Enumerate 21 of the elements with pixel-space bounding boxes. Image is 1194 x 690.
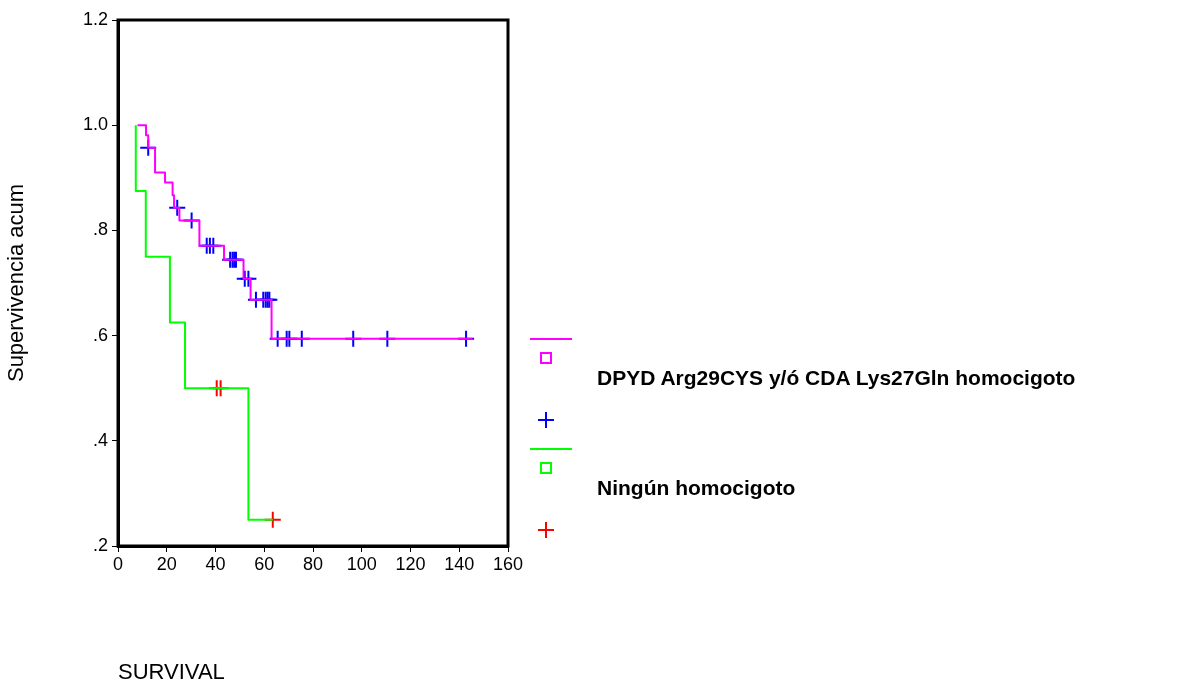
x-tick-label: 80 bbox=[302, 553, 324, 574]
point bbox=[168, 198, 187, 217]
x-tick-label: 20 bbox=[156, 553, 177, 574]
y-tick-label: .2 bbox=[92, 534, 108, 555]
y-tick-label: .8 bbox=[92, 219, 108, 240]
x-tick-label: 0 bbox=[112, 553, 124, 574]
x-tick-label: 40 bbox=[205, 553, 226, 574]
x-tick-label: 100 bbox=[346, 553, 377, 574]
x-tick-label: 120 bbox=[395, 553, 426, 574]
x-tick-label: 160 bbox=[492, 553, 524, 574]
y-tick-label: .6 bbox=[92, 324, 108, 345]
point bbox=[239, 269, 258, 288]
text: DPYD Arg29CYS y/ó CDA Lys27Gln homocigoto bbox=[597, 366, 1076, 390]
y-tick-label: 1.0 bbox=[82, 114, 108, 135]
y-tick-label: .4 bbox=[92, 429, 108, 450]
x-tick-label: 140 bbox=[444, 553, 475, 574]
y-axis-title: Supervivencia acum bbox=[3, 183, 29, 383]
y-tick-label: 1.2 bbox=[82, 8, 108, 29]
text: Ningún homocigoto bbox=[597, 476, 796, 500]
x-tick-label: 60 bbox=[254, 553, 275, 574]
x-axis-title: SURVIVAL bbox=[118, 658, 225, 684]
